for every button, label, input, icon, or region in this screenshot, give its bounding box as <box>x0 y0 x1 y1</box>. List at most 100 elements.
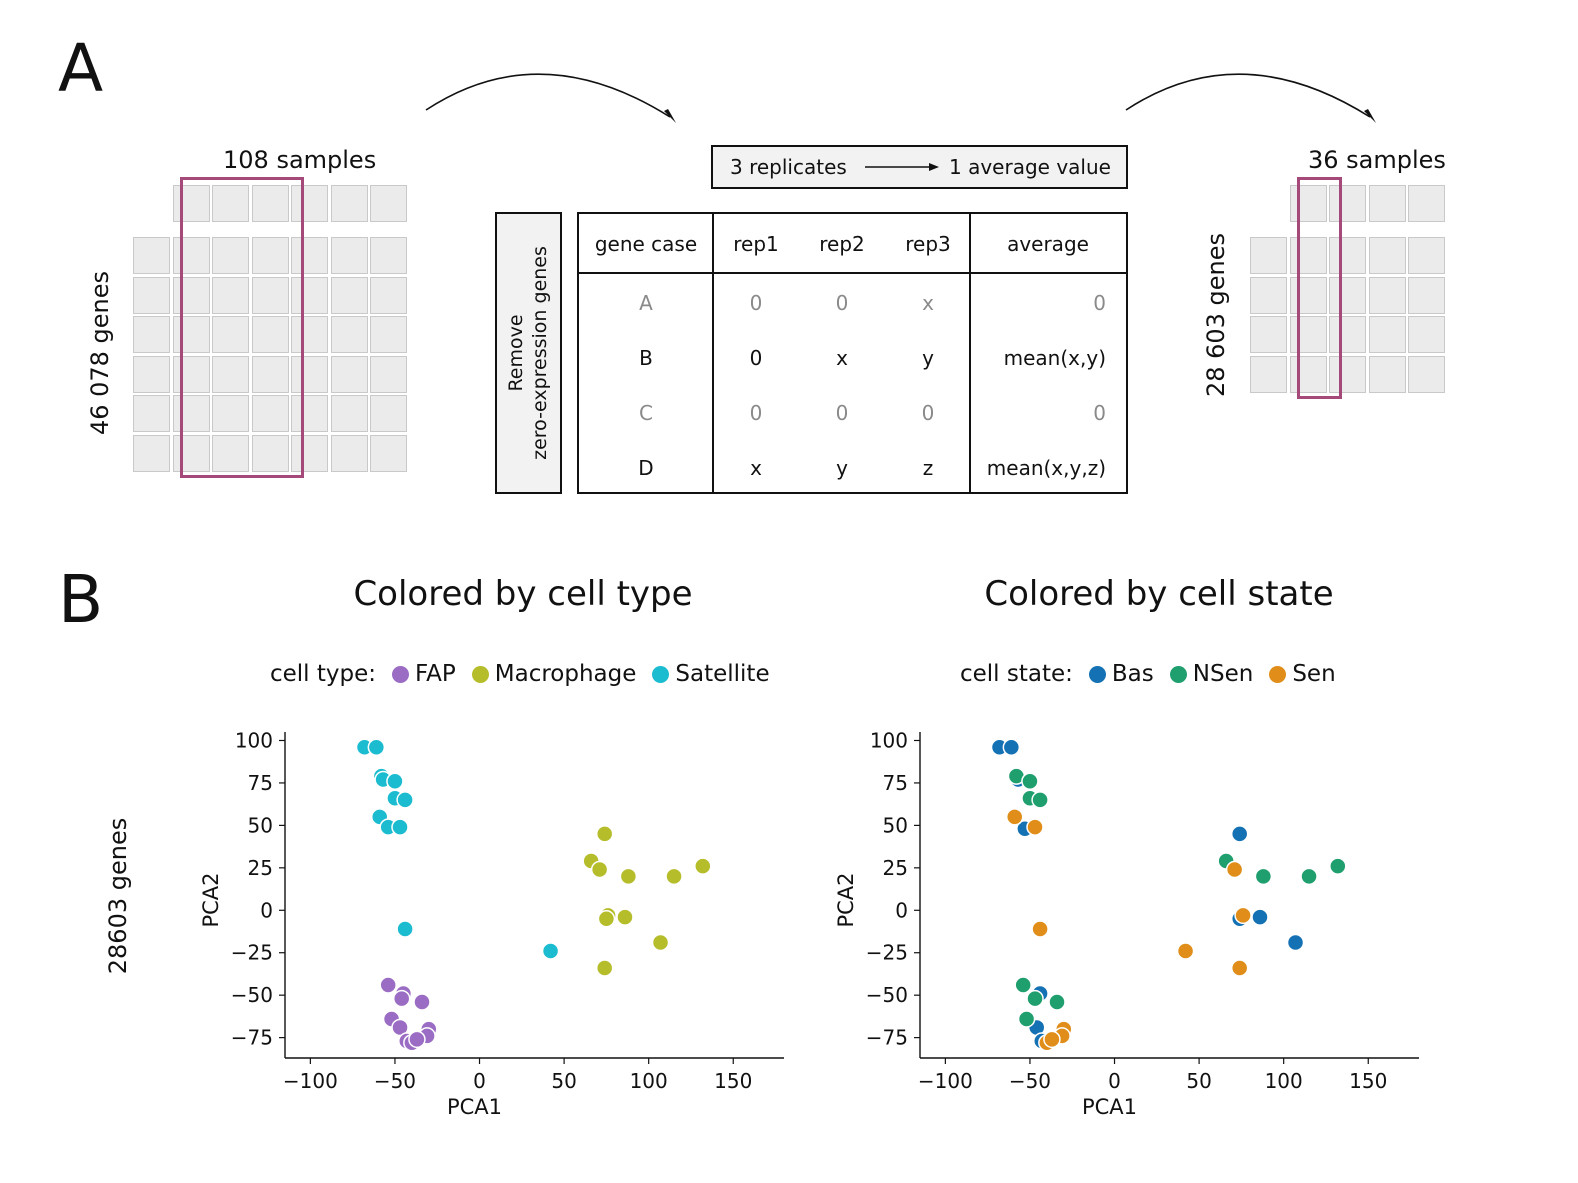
point-bas <box>1286 933 1305 952</box>
table-cell-rep3: 0 <box>921 401 935 425</box>
table-cell-average: 0 <box>1093 401 1106 425</box>
point-fap <box>408 1030 426 1049</box>
right-samples-label: 36 samples <box>1308 146 1446 174</box>
point-sen <box>1230 959 1249 977</box>
y-axis-label: PCA2 <box>199 872 223 927</box>
matrix-cell <box>212 434 249 472</box>
arrow-curve <box>1125 73 1371 118</box>
point-satellite <box>396 791 414 809</box>
row-genes-label: 28603 genes <box>104 817 132 975</box>
matrix-gene-cell <box>133 434 170 472</box>
table-cell-average: mean(x,y,z) <box>986 456 1106 480</box>
matrix-gene-cell <box>133 276 170 314</box>
legend-label: FAP <box>415 661 456 687</box>
matrix-cell <box>251 276 289 314</box>
point-fap <box>413 993 431 1011</box>
matrix-cell <box>1329 355 1366 393</box>
table-cell-rep2: 0 <box>835 291 849 315</box>
arrow-right-icon <box>865 163 939 171</box>
y-tick-label: 50 <box>883 813 908 837</box>
point-macrophage <box>651 933 670 952</box>
point-nsen <box>1254 867 1273 886</box>
matrix-cell <box>1408 237 1445 274</box>
legend-item-satellite: Satellite <box>642 661 770 687</box>
legend-title: cell state: <box>960 661 1073 687</box>
point-sen <box>1026 818 1044 836</box>
arrow-head <box>664 109 676 123</box>
table-cell-case: D <box>638 456 654 480</box>
y-tick-label: 75 <box>883 771 908 795</box>
matrix-cell <box>212 237 249 274</box>
matrix-cell <box>251 395 289 432</box>
point-satellite <box>396 920 414 938</box>
legend-cell-type: cell type: FAP Macrophage Satellite <box>270 661 770 687</box>
point-fap <box>392 989 411 1008</box>
y-tick-label: 50 <box>248 813 273 837</box>
matrix-cell <box>1329 237 1366 274</box>
table-cell-rep2: 0 <box>835 401 849 425</box>
table-cell-average: 0 <box>1093 291 1106 315</box>
matrix-header-cell <box>330 185 368 222</box>
matrix-cell <box>172 434 210 472</box>
legend-label: Satellite <box>675 661 770 687</box>
legend-item-nsen: NSen <box>1160 661 1253 687</box>
matrix-header-cell <box>1329 185 1366 222</box>
matrix-header-cell <box>251 185 289 222</box>
left-samples-label: 108 samples <box>223 146 377 174</box>
chart-title-cell-type: Colored by cell type <box>353 574 693 614</box>
matrix-cell <box>172 276 210 314</box>
matrix-gene-cell <box>1250 316 1287 353</box>
matrix-cell <box>172 316 210 353</box>
side-label-line1: Remove <box>505 314 527 392</box>
matrix-cell <box>212 316 249 353</box>
table-cell-case: A <box>639 291 653 315</box>
point-macrophage <box>595 825 614 843</box>
point-bas <box>1251 908 1269 926</box>
point-nsen <box>1300 867 1318 886</box>
matrix-header-cell <box>1289 185 1327 222</box>
table-cell-rep3: y <box>922 346 934 370</box>
y-axis-label: PCA2 <box>834 872 858 927</box>
x-tick-label: −50 <box>1009 1069 1051 1093</box>
legend-marker <box>1169 665 1187 683</box>
left-expression-matrix <box>133 177 423 485</box>
x-tick-label: −100 <box>283 1069 338 1093</box>
matrix-cell <box>251 355 289 393</box>
curved-arrow-right <box>1125 73 1376 123</box>
side-label-line2: zero-expression genes <box>529 246 551 460</box>
matrix-cell <box>1368 276 1406 314</box>
table-header-gene-case: gene case <box>594 232 698 256</box>
x-tick-label: 100 <box>1265 1069 1303 1093</box>
point-nsen <box>1017 1010 1036 1028</box>
matrix-cell <box>370 316 407 353</box>
y-tick-label: −50 <box>866 983 908 1007</box>
x-axis-label: PCA1 <box>1082 1095 1137 1119</box>
legend-item-sen: Sen <box>1259 661 1336 687</box>
replicates-box: 3 replicates 1 average value <box>711 145 1128 189</box>
table-header-average: average <box>1007 232 1089 256</box>
table-cell-rep3: x <box>922 291 934 315</box>
matrix-header-cell <box>291 185 328 222</box>
table-cell-rep3: z <box>922 456 934 480</box>
panel-b-letter: B <box>58 561 104 638</box>
legend-label: Sen <box>1292 661 1336 687</box>
matrix-cell <box>330 395 368 432</box>
y-tick-label: −25 <box>231 941 273 965</box>
table-cell-rep1: 0 <box>749 346 763 370</box>
legend-marker <box>1088 665 1106 683</box>
legend-label: Macrophage <box>494 661 637 687</box>
x-tick-label: −50 <box>374 1069 416 1093</box>
matrix-header-cell <box>370 185 407 222</box>
matrix-cell <box>330 237 368 274</box>
left-genes-label: 46 078 genes <box>86 270 114 436</box>
selected-samples-highlight <box>1297 177 1342 399</box>
point-macrophage <box>590 860 609 879</box>
table-cell-rep1: 0 <box>749 401 763 425</box>
matrix-cell <box>370 237 407 274</box>
legend-marker <box>392 665 410 683</box>
matrix-cell <box>330 316 368 353</box>
point-fap <box>379 976 397 994</box>
table-cell-case: B <box>639 346 653 370</box>
legend-item-macrophage: Macrophage <box>462 661 637 687</box>
y-tick-label: 25 <box>883 856 908 880</box>
